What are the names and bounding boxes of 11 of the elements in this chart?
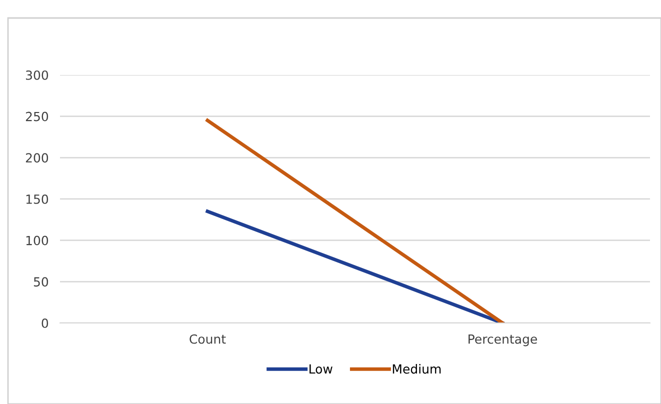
x-tick-label: Count — [190, 334, 226, 344]
y-tick-label: 0 — [42, 318, 48, 328]
y-tick-label: 300 — [26, 70, 48, 80]
y-tick-label: 50 — [34, 277, 48, 287]
legend-label: Low — [310, 364, 332, 374]
legend-label: Medium — [392, 364, 441, 374]
x-tick-label: Percentage — [468, 334, 537, 346]
y-tick-label: 100 — [26, 236, 48, 246]
y-tick-label: 250 — [26, 112, 48, 122]
y-tick-label: 200 — [26, 153, 48, 163]
y-tick-label: 150 — [26, 194, 48, 204]
